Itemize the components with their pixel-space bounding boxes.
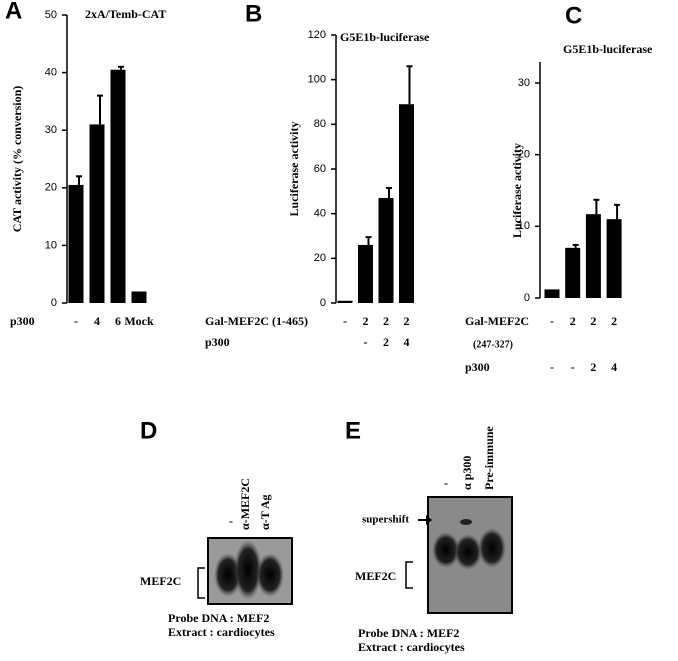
y-tick-label: 40 [45, 67, 57, 79]
lane-label: Pre-immune [482, 426, 496, 490]
panel-letter: E [345, 417, 361, 444]
y-tick-label: 30 [45, 124, 57, 136]
bracket [197, 567, 205, 599]
row-label: Gal-MEF2C (1-465) [205, 314, 308, 328]
x-tick-label: 2 [570, 314, 576, 328]
bar [89, 124, 105, 303]
y-tick-label: 50 [45, 9, 57, 21]
y-tick-label: 0 [51, 297, 57, 309]
x-tick-label: 2 [363, 314, 369, 328]
bar [337, 300, 353, 303]
panel-letter: C [565, 2, 582, 29]
caption: Probe DNA : MEF2 [358, 626, 459, 640]
bar [544, 289, 560, 298]
x-tick-label: - [74, 314, 78, 328]
x-tick-label: 4 [94, 314, 100, 328]
x-tick-label: - [550, 360, 554, 374]
bar [110, 69, 126, 303]
gel-band [432, 532, 460, 568]
x-tick-label: 2 [383, 335, 389, 349]
gel-e: E - α p300 Pre-immune supershift MEF2C P… [345, 417, 513, 654]
row-label: p300 [10, 314, 35, 328]
y-tick-label: 80 [314, 118, 326, 130]
panel-letter: B [245, 0, 262, 27]
lane-label: α-MEF2C [238, 478, 252, 530]
y-tick-label: 20 [45, 182, 57, 194]
y-axis-label: Luciferase activity [510, 143, 524, 238]
x-tick-label: 2 [611, 314, 617, 328]
caption: Extract : cardiocytes [358, 640, 465, 654]
y-tick-label: 0 [524, 292, 530, 304]
y-tick-label: 100 [308, 74, 326, 86]
arrow-label: supershift [362, 514, 409, 526]
caption: Probe DNA : MEF2 [168, 611, 269, 625]
y-tick-label: 40 [314, 208, 326, 220]
y-tick-label: 30 [518, 77, 530, 89]
y-tick-label: 0 [320, 297, 326, 309]
x-tick-label: - [550, 314, 554, 328]
lane-label: - [444, 476, 448, 490]
row-sublabel: (247-327) [473, 339, 513, 350]
y-tick-label: 60 [314, 163, 326, 175]
chart-title: 2xA/Temb-CAT [85, 7, 166, 21]
y-tick-label: 20 [314, 252, 326, 264]
bar [399, 104, 414, 303]
x-tick-label: 6 [115, 314, 121, 328]
gel-band [234, 540, 262, 600]
gel-band [478, 528, 506, 568]
bracket [405, 561, 413, 589]
x-tick-label: - [343, 314, 347, 328]
chart-title: G5E1b-luciferase [340, 30, 430, 44]
row-label: Gal-MEF2C [465, 314, 529, 328]
gel-band [256, 553, 284, 597]
panel-letter: D [140, 417, 157, 444]
bar [131, 291, 147, 303]
y-axis-label: CAT activity (% conversion) [10, 86, 24, 233]
y-axis-label: Luciferase activity [287, 122, 301, 217]
x-tick-label: - [364, 335, 368, 349]
chart-title: G5E1b-luciferase [563, 42, 653, 56]
lane-label: α-T Ag [258, 495, 272, 530]
band-label: MEF2C [355, 569, 396, 583]
bar [358, 244, 373, 303]
y-tick-label: 10 [518, 220, 530, 232]
x-tick-label: Mock [124, 314, 154, 328]
y-tick-label: 120 [308, 29, 326, 41]
bar [606, 219, 622, 298]
y-tick-label: 10 [45, 239, 57, 251]
bar [378, 198, 394, 303]
x-tick-label: 2 [590, 360, 596, 374]
x-tick-label: 2 [383, 314, 389, 328]
bar [565, 247, 581, 298]
lane-label: α p300 [460, 456, 474, 490]
bar [585, 214, 601, 298]
gel-d: D - α-MEF2C α-T Ag MEF2C Probe DNA : MEF… [140, 417, 293, 639]
caption: Extract : cardiocytes [168, 625, 275, 639]
panel-letter: A [5, 0, 22, 24]
x-tick-label: 2 [404, 314, 410, 328]
x-tick-label: - [571, 360, 575, 374]
row-label: p300 [465, 360, 490, 374]
lane-label: - [229, 514, 233, 528]
x-tick-label: 4 [611, 360, 617, 374]
gel-band [460, 519, 472, 525]
x-tick-label: 2 [590, 314, 596, 328]
band-label: MEF2C [140, 574, 181, 588]
row-label: p300 [205, 335, 230, 349]
x-tick-label: 4 [404, 335, 410, 349]
arrow-head [426, 515, 432, 525]
gel-band [454, 534, 482, 570]
y-tick-label: 20 [518, 149, 530, 161]
bar [68, 184, 84, 303]
